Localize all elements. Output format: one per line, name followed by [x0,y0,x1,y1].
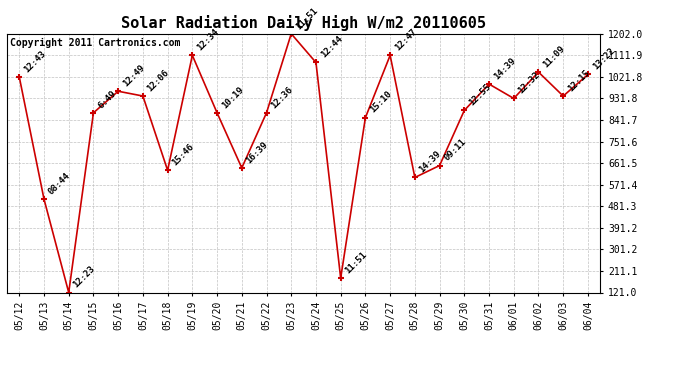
Text: 09:11: 09:11 [442,137,468,163]
Text: 12:34: 12:34 [195,27,221,52]
Text: 12:47: 12:47 [393,27,418,52]
Text: 12:44: 12:44 [319,34,344,60]
Text: 11:51: 11:51 [344,250,369,275]
Text: 15:46: 15:46 [170,142,196,168]
Text: 12:49: 12:49 [121,63,146,88]
Text: 12:43: 12:43 [22,49,48,74]
Text: 12:32: 12:32 [517,70,542,96]
Text: 12:15: 12:15 [566,68,591,93]
Text: 08:44: 08:44 [47,171,72,196]
Text: 6:49: 6:49 [96,88,118,110]
Text: 12:06: 12:06 [146,68,171,93]
Text: 16:39: 16:39 [244,140,270,165]
Text: 13:22: 13:22 [591,46,616,72]
Text: 12:55: 12:55 [467,82,493,108]
Text: 14:39: 14:39 [492,56,518,81]
Text: 11:51: 11:51 [294,6,319,31]
Text: 10:19: 10:19 [220,85,245,110]
Text: 12:23: 12:23 [72,264,97,290]
Title: Solar Radiation Daily High W/m2 20110605: Solar Radiation Daily High W/m2 20110605 [121,15,486,31]
Text: 12:36: 12:36 [269,85,295,110]
Text: 11:09: 11:09 [541,44,566,69]
Text: 15:10: 15:10 [368,90,393,115]
Text: 14:39: 14:39 [417,149,443,175]
Text: Copyright 2011 Cartronics.com: Copyright 2011 Cartronics.com [10,38,180,48]
